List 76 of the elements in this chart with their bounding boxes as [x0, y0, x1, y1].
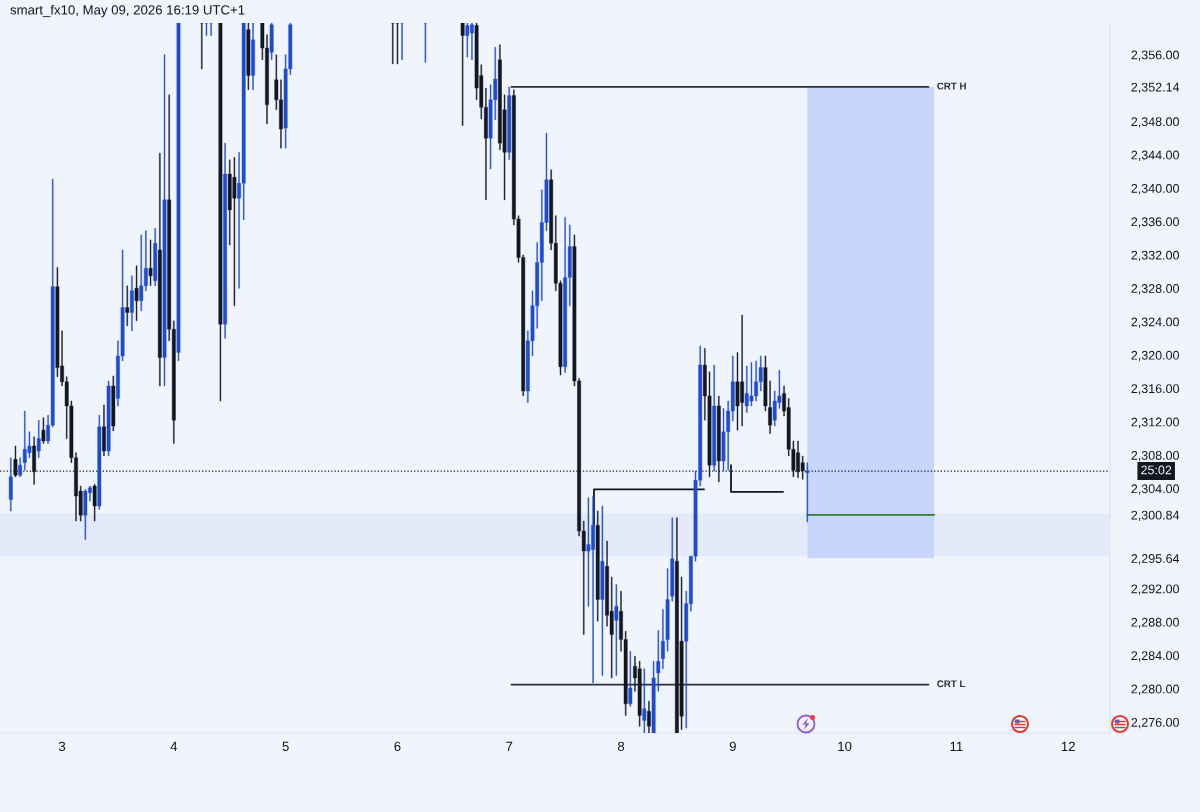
candlestick — [134, 265, 139, 322]
y-tick-label: 2,352.14 — [1131, 82, 1180, 94]
candlestick — [41, 417, 46, 444]
candlestick — [251, 23, 255, 90]
candlestick — [92, 484, 97, 522]
y-tick-label: 2,316.00 — [1131, 384, 1179, 395]
x-tick-label: 3 — [58, 741, 66, 752]
x-tick-label: 10 — [838, 741, 852, 752]
candlestick — [507, 86, 512, 161]
candlestick — [106, 380, 111, 457]
candlestick — [465, 23, 470, 58]
x-tick-label: 8 — [617, 741, 625, 752]
candlestick — [614, 584, 619, 676]
x-tick-label: 7 — [506, 741, 513, 751]
y-tick-label: 2,348.00 — [1131, 117, 1179, 128]
candlestick — [148, 239, 153, 287]
x-tick-label: 12 — [1061, 741, 1075, 751]
candlestick — [199, 23, 204, 70]
candlestick — [246, 23, 251, 90]
y-tick-label: 2,324.00 — [1131, 317, 1179, 328]
x-tick-label: 4 — [170, 741, 178, 751]
series-label: CRT L — [937, 680, 966, 688]
candlestick — [83, 489, 88, 540]
candlestick — [125, 285, 130, 327]
candlestick — [400, 23, 404, 60]
candlestick — [642, 668, 647, 733]
y-tick-label: 2,295.64 — [1131, 554, 1180, 565]
candlestick — [97, 414, 102, 510]
candlestick — [139, 234, 144, 312]
candlestick — [157, 152, 162, 387]
y-tick-label: 2,336.00 — [1131, 217, 1179, 228]
candlestick — [595, 510, 600, 622]
candlestick — [805, 462, 810, 523]
candlestick — [218, 23, 223, 402]
y-tick-label: 2,320.00 — [1131, 350, 1179, 362]
y-tick-label: 2,308.00 — [1131, 450, 1179, 462]
y-tick-label: 2,288.00 — [1131, 617, 1179, 629]
candlestick — [36, 419, 41, 458]
candlestick — [395, 23, 400, 65]
annotation: 25:02 — [1141, 465, 1172, 475]
y-tick-label: 2,292.00 — [1131, 584, 1179, 595]
candlestick — [111, 375, 116, 432]
y-tick-label: 2,344.00 — [1131, 150, 1179, 161]
candlestick — [423, 23, 428, 63]
candlestick — [390, 23, 395, 65]
y-tick-label: 2,276.00 — [1131, 717, 1179, 729]
y-tick-label: 2,356.00 — [1131, 50, 1179, 61]
series-label: CRT H — [937, 82, 966, 90]
y-tick-label: 2,340.00 — [1131, 183, 1179, 195]
y-tick-label: 2,280.00 — [1131, 684, 1179, 695]
x-tick-label: 11 — [950, 741, 963, 751]
candlestick — [563, 217, 568, 373]
y-tick-label: 2,312.00 — [1131, 417, 1179, 428]
candlestick — [176, 23, 181, 362]
candlestick — [8, 457, 13, 512]
candlestick — [712, 364, 717, 472]
candlestick — [130, 275, 134, 332]
y-tick-label: 2,332.00 — [1131, 250, 1179, 262]
candlestick — [460, 23, 465, 126]
chart-title: smart_fx10, May 09, 2026 16:19 UTC+1 — [10, 4, 245, 18]
x-tick-label: 9 — [729, 741, 736, 752]
candlestick — [223, 142, 227, 339]
candlestick — [102, 404, 106, 457]
y-tick-label: 2,300.84 — [1131, 510, 1180, 522]
candlestick — [269, 23, 274, 60]
y-tick-label: 2,328.00 — [1131, 284, 1179, 295]
y-tick-label: 2,304.00 — [1131, 484, 1179, 495]
candlestick — [647, 701, 651, 733]
candlestick — [628, 651, 633, 707]
x-tick-label: 5 — [282, 741, 289, 752]
candlestick — [204, 23, 209, 36]
candlestick — [162, 54, 167, 387]
y-tick-label: 2,284.00 — [1131, 651, 1179, 662]
candlestick — [600, 505, 605, 676]
candlestick — [153, 228, 158, 287]
x-tick-label: 6 — [394, 741, 401, 752]
